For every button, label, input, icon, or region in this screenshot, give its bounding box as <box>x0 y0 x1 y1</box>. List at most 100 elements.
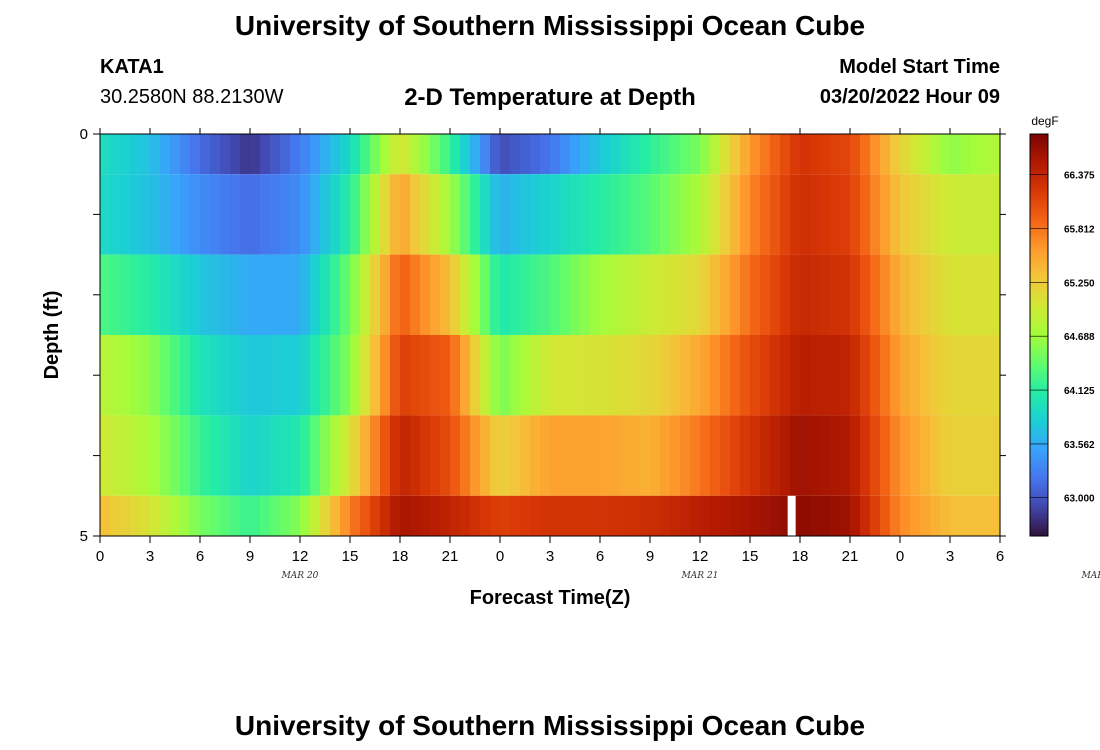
heatmap-cell <box>350 335 361 416</box>
x-tick-label: 21 <box>442 548 459 565</box>
heatmap-cell <box>840 174 851 255</box>
heatmap-cell <box>760 415 771 496</box>
heatmap-cell <box>320 254 331 335</box>
heatmap-cell <box>940 254 951 335</box>
heatmap-cell <box>450 415 461 496</box>
heatmap-cell <box>370 495 381 536</box>
heatmap-cell <box>470 254 481 335</box>
heatmap-cell <box>220 495 231 536</box>
heatmap-cell <box>760 495 771 536</box>
heatmap-cell <box>280 495 291 536</box>
heatmap-cell <box>820 335 831 416</box>
heatmap-cell <box>740 335 751 416</box>
heatmap-cell <box>270 335 281 416</box>
date-label: MAR 22 <box>1081 571 1100 581</box>
heatmap-cell <box>250 495 261 536</box>
heatmap-cell <box>850 335 861 416</box>
heatmap-cell <box>440 174 451 255</box>
heatmap-cell <box>110 495 121 536</box>
heatmap-cell <box>710 495 721 536</box>
heatmap-cell <box>600 495 611 536</box>
heatmap-cell <box>450 134 461 175</box>
heatmap-cell <box>330 415 341 496</box>
heatmap-cell <box>430 415 441 496</box>
heatmap-cell <box>250 254 261 335</box>
heatmap-cell <box>800 134 811 175</box>
heatmap-cell <box>130 415 141 496</box>
heatmap-cell <box>490 174 501 255</box>
heatmap-cell <box>400 415 411 496</box>
heatmap-cell <box>860 335 871 416</box>
heatmap-cell <box>350 415 361 496</box>
heatmap-cell <box>610 495 621 536</box>
x-tick-label: 21 <box>842 548 859 565</box>
heatmap-cell <box>910 134 921 175</box>
heatmap-cell <box>430 174 441 255</box>
heatmap-cell <box>770 174 781 255</box>
heatmap-cell <box>540 254 551 335</box>
heatmap-cell <box>940 495 951 536</box>
heatmap-cell <box>310 174 321 255</box>
heatmap-cell <box>260 174 271 255</box>
heatmap-cell <box>670 134 681 175</box>
heatmap-cell <box>730 254 741 335</box>
heatmap-cell <box>950 335 961 416</box>
heatmap-cell <box>850 174 861 255</box>
heatmap-cell <box>440 134 451 175</box>
heatmap-cell <box>500 174 511 255</box>
heatmap-cell <box>870 174 881 255</box>
heatmap-cell <box>880 254 891 335</box>
colorbar-tick-label: 64.125 <box>1064 386 1095 397</box>
heatmap-cell <box>810 415 821 496</box>
heatmap-cell <box>640 335 651 416</box>
heatmap-cell <box>820 174 831 255</box>
heatmap-cell <box>600 335 611 416</box>
heatmap-cell <box>290 335 301 416</box>
colorbar-ticks: 66.375 65.812 65.250 64.688 64.125 63.562 63.0… <box>1030 171 1095 505</box>
heatmap-cell <box>770 134 781 175</box>
heatmap-cell <box>220 415 231 496</box>
heatmap-cell <box>640 254 651 335</box>
heatmap-cell <box>350 174 361 255</box>
date-label: MAR 21 <box>681 571 719 581</box>
heatmap-cell <box>440 335 451 416</box>
heatmap-cell <box>870 335 881 416</box>
heatmap-cell <box>710 415 721 496</box>
heatmap-cell <box>420 254 431 335</box>
heatmap-cell <box>540 335 551 416</box>
heatmap-cell <box>320 335 331 416</box>
heatmap-cell <box>420 495 431 536</box>
heatmap-cell <box>390 335 401 416</box>
heatmap-cell <box>240 415 251 496</box>
heatmap-cell <box>610 134 621 175</box>
heatmap-cell <box>680 174 691 255</box>
heatmap-cell <box>390 134 401 175</box>
heatmap-cell <box>620 495 631 536</box>
heatmap-cell <box>850 134 861 175</box>
heatmap-cell <box>620 335 631 416</box>
heatmap-cell <box>740 415 751 496</box>
heatmap-cell <box>590 335 601 416</box>
heatmap-cell <box>580 174 591 255</box>
heatmap-cell <box>350 495 361 536</box>
heatmap-cell <box>180 134 191 175</box>
heatmap-cell <box>120 495 131 536</box>
x-tick-label: 6 <box>196 548 204 565</box>
heatmap-cell <box>700 134 711 175</box>
heatmap-cell <box>690 134 701 175</box>
heatmap-cell <box>920 174 931 255</box>
heatmap-cell <box>480 415 491 496</box>
heatmap-cell <box>310 335 321 416</box>
x-tick-label: 3 <box>146 548 154 565</box>
heatmap-cell <box>730 495 741 536</box>
heatmap-cell <box>270 415 281 496</box>
heatmap-cell <box>760 134 771 175</box>
heatmap-cell <box>840 495 851 536</box>
heatmap-cell <box>690 335 701 416</box>
heatmap-cell <box>120 174 131 255</box>
heatmap-cell <box>340 134 351 175</box>
heatmap-cell <box>200 174 211 255</box>
x-tick-label: 9 <box>246 548 254 565</box>
heatmap-cell <box>990 134 1001 175</box>
